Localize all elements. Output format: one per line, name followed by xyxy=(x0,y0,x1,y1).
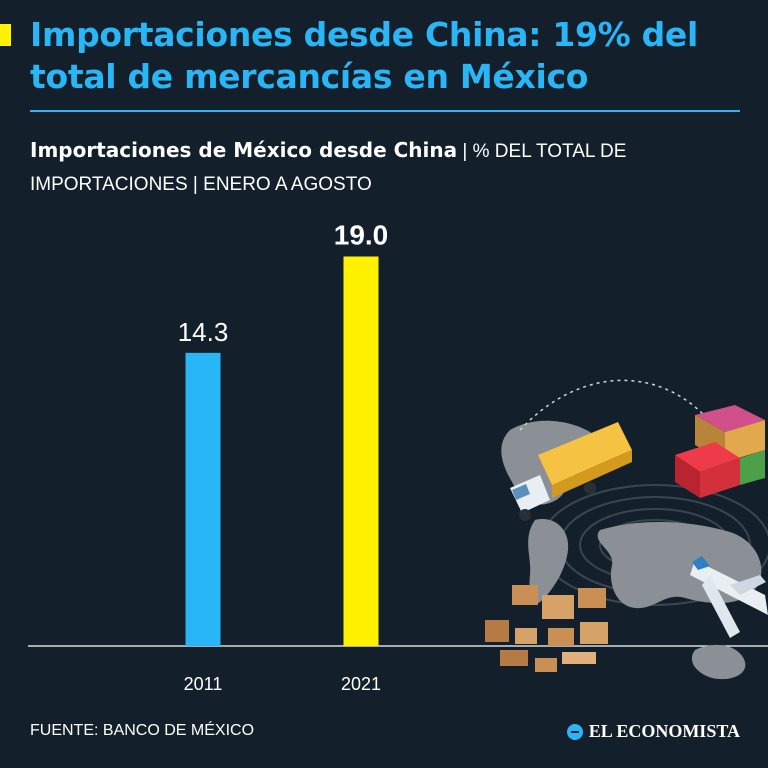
brand-name: EL ECONOMISTA xyxy=(588,721,740,741)
trade-illustration xyxy=(485,379,768,680)
value-label-2021: 19.0 xyxy=(334,220,389,251)
tick-label-2011: 2011 xyxy=(184,674,223,694)
bar-2011 xyxy=(185,352,221,646)
brand-circle-icon xyxy=(566,723,583,740)
airplane-icon xyxy=(690,556,768,638)
page-title: Importaciones desde China: 19% del total… xyxy=(30,15,699,96)
title-accent-bar xyxy=(0,24,11,46)
chart-subtitle: Importaciones de México desde China | % … xyxy=(30,134,730,201)
title-divider xyxy=(30,110,740,112)
truck-icon xyxy=(510,422,632,521)
tick-label-2021: 2021 xyxy=(341,674,381,694)
subtitle-bold: Importaciones de México desde China xyxy=(30,138,458,162)
shipping-containers-icon xyxy=(675,405,765,498)
value-label-2011: 14.3 xyxy=(178,317,229,347)
source-note: FUENTE: BANCO DE MÉXICO xyxy=(30,722,255,739)
subtitle-rest: | % DEL TOTAL DE IMPORTACIONES | ENERO A… xyxy=(30,141,627,195)
cardboard-boxes-icon xyxy=(485,585,608,672)
brand-logo: EL ECONOMISTA xyxy=(566,721,740,742)
bar-2021 xyxy=(343,256,379,646)
